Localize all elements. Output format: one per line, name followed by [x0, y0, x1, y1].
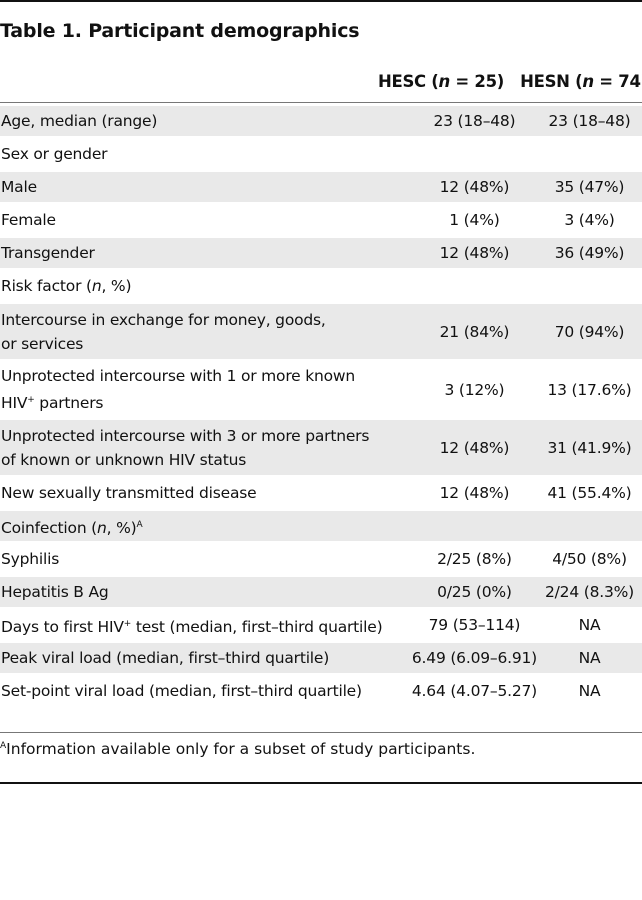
row-label: Age, median (range)	[0, 106, 412, 136]
hesc-value: 12 (48%)	[411, 172, 537, 202]
row-label: Peak viral load (median, first–third qua…	[0, 643, 412, 673]
hesc-value: 12 (48%)	[411, 478, 537, 508]
hesn-value: 70 (94%)	[537, 304, 642, 359]
row-label: Unprotected intercourse with 3 or more p…	[0, 420, 412, 475]
table-row: Intercourse in exchange for money, goods…	[0, 304, 642, 359]
hesn-value	[537, 511, 642, 541]
row-label: Sex or gender	[0, 139, 412, 169]
hesc-value: 3 (12%)	[411, 362, 537, 417]
table-row: Set-point viral load (median, first–thir…	[0, 676, 642, 706]
hesc-value: 4.64 (4.07–5.27)	[411, 676, 537, 706]
footer-rule	[0, 732, 642, 733]
hesn-value: 36 (49%)	[537, 238, 642, 268]
hesc-value: 0/25 (0%)	[411, 577, 537, 607]
hesn-value: 2/24 (8.3%)	[537, 577, 642, 607]
hesc-value: 2/25 (8%)	[411, 544, 537, 574]
table-row: New sexually transmitted disease 12 (48%…	[0, 478, 642, 508]
row-label: Female	[0, 205, 412, 235]
row-label: Unprotected intercourse with 1 or more k…	[0, 362, 412, 417]
table-row: Coinfection (n, %)A	[0, 511, 642, 541]
hesn-value: 13 (17.6%)	[537, 362, 642, 417]
row-label: New sexually transmitted disease	[0, 478, 412, 508]
row-label: Male	[0, 172, 412, 202]
hesn-value: NA	[537, 610, 642, 640]
hesc-value: 1 (4%)	[411, 205, 537, 235]
hesn-value: NA	[537, 676, 642, 706]
hesn-value: 41 (55.4%)	[537, 478, 642, 508]
hesn-value: 35 (47%)	[537, 172, 642, 202]
row-label: Days to first HIV+ test (median, first–t…	[0, 610, 412, 640]
table-row: Unprotected intercourse with 3 or more p…	[0, 420, 642, 475]
hesn-value	[537, 139, 642, 169]
column-header-hesc: HESC (n = 25)	[377, 72, 505, 91]
hesn-value: 23 (18–48)	[537, 106, 642, 136]
hesc-value: 23 (18–48)	[411, 106, 537, 136]
hesn-value: 4/50 (8%)	[537, 544, 642, 574]
bottom-rule	[0, 782, 642, 784]
row-label: Syphilis	[0, 544, 412, 574]
row-label: Coinfection (n, %)A	[0, 511, 412, 541]
table-row: Female 1 (4%) 3 (4%)	[0, 205, 642, 235]
table-row: Risk factor (n, %)	[0, 271, 642, 301]
row-label: Intercourse in exchange for money, goods…	[0, 304, 412, 359]
row-label: Set-point viral load (median, first–thir…	[0, 676, 412, 706]
hesc-value	[411, 271, 537, 301]
hesc-value: 6.49 (6.09–6.91)	[411, 643, 537, 673]
hesc-value: 12 (48%)	[411, 238, 537, 268]
row-label: Transgender	[0, 238, 412, 268]
hesn-value: 3 (4%)	[537, 205, 642, 235]
table-row: Sex or gender	[0, 139, 642, 169]
table-row: Peak viral load (median, first–third qua…	[0, 643, 642, 673]
table-row: Hepatitis B Ag 0/25 (0%) 2/24 (8.3%)	[0, 577, 642, 607]
row-label: Risk factor (n, %)	[0, 271, 412, 301]
hesc-value: 79 (53–114)	[411, 610, 537, 640]
table-title: Table 1. Participant demographics	[0, 20, 360, 42]
table-row: Unprotected intercourse with 1 or more k…	[0, 362, 642, 417]
hesc-value: 12 (48%)	[411, 420, 537, 475]
table-row: Transgender 12 (48%) 36 (49%)	[0, 238, 642, 268]
table-row: Syphilis 2/25 (8%) 4/50 (8%)	[0, 544, 642, 574]
hesc-value	[411, 139, 537, 169]
table-row: Days to first HIV+ test (median, first–t…	[0, 610, 642, 640]
table-row: Male 12 (48%) 35 (47%)	[0, 172, 642, 202]
top-rule	[0, 0, 642, 2]
table-row: Age, median (range) 23 (18–48) 23 (18–48…	[0, 106, 642, 136]
demographics-table: Age, median (range) 23 (18–48) 23 (18–48…	[0, 103, 642, 706]
column-header-hesn: HESN (n = 74)	[520, 72, 642, 91]
hesn-value: NA	[537, 643, 642, 673]
row-label: Hepatitis B Ag	[0, 577, 412, 607]
hesn-value	[537, 271, 642, 301]
hesc-value	[411, 511, 537, 541]
hesn-value: 31 (41.9%)	[537, 420, 642, 475]
footnote: AInformation available only for a subset…	[0, 740, 476, 758]
header-rule	[0, 102, 642, 103]
hesc-value: 21 (84%)	[411, 304, 537, 359]
